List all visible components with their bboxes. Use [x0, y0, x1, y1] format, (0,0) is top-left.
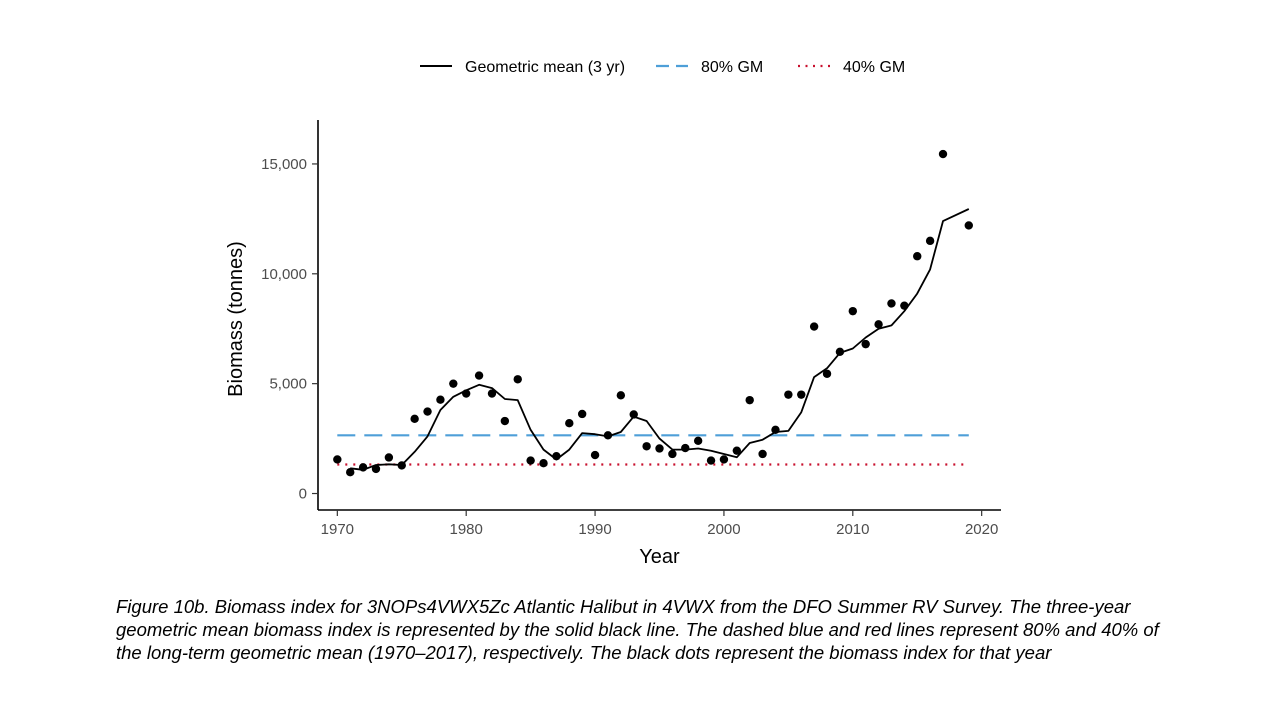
- biomass-point: [668, 449, 677, 459]
- biomass-chart: Geometric mean (3 yr) 80% GM 40% GM 1970 19…: [225, 59, 1001, 568]
- figure-caption: Figure 10b. Biomass index for 3NOPs4VWX5…: [116, 596, 1159, 663]
- y-tick-label: 15,000: [261, 156, 307, 173]
- x-tick-label: 1990: [578, 521, 611, 538]
- biomass-point: [874, 320, 883, 329]
- biomass-point: [732, 446, 742, 455]
- biomass-point: [397, 461, 406, 470]
- biomass-point: [629, 410, 638, 419]
- biomass-point: [474, 371, 484, 380]
- biomass-point: [333, 455, 342, 464]
- biomass-point: [693, 436, 703, 445]
- biomass-point: [487, 389, 497, 398]
- biomass-point: [681, 443, 690, 453]
- biomass-points: [333, 149, 973, 477]
- biomass-point: [577, 409, 587, 419]
- biomass-point: [526, 456, 535, 465]
- x-tick-label: 2010: [836, 521, 869, 538]
- biomass-point: [423, 407, 432, 416]
- x-tick-label: 2000: [707, 521, 740, 538]
- y-tick-label: 0: [299, 486, 307, 503]
- biomass-point: [719, 455, 729, 464]
- axes: 1970 1980 1990 2000 2010 2020 0 5,000 10,000 15,0…: [261, 120, 1001, 538]
- biomass-point: [784, 390, 793, 399]
- legend-label: Geometric mean (3 yr): [465, 59, 625, 76]
- biomass-point: [603, 431, 613, 440]
- biomass-point: [410, 414, 419, 424]
- geometric-mean-line-group: [350, 208, 970, 471]
- biomass-point: [436, 395, 445, 404]
- y-tick-label: 5,000: [269, 376, 307, 393]
- biomass-point: [745, 395, 754, 405]
- biomass-point: [384, 453, 394, 462]
- legend: Geometric mean (3 yr) 80% GM 40% GM: [420, 59, 905, 76]
- biomass-point: [616, 391, 626, 400]
- x-tick-label: 2020: [965, 521, 998, 538]
- x-tick-label: 1970: [321, 521, 354, 538]
- biomass-point: [655, 444, 664, 453]
- biomass-point: [925, 236, 935, 246]
- geometric-mean-line: [350, 208, 970, 471]
- biomass-point: [848, 306, 858, 316]
- x-tick-label: 1980: [450, 521, 483, 538]
- biomass-point: [565, 419, 574, 428]
- biomass-point: [900, 301, 909, 310]
- biomass-point: [938, 149, 948, 159]
- x-axis-title: Year: [639, 546, 680, 568]
- biomass-point: [513, 375, 522, 384]
- biomass-point: [449, 379, 458, 388]
- biomass-point: [642, 442, 651, 451]
- y-tick-label: 10,000: [261, 266, 307, 283]
- biomass-point: [771, 425, 780, 435]
- biomass-point: [552, 451, 561, 461]
- biomass-point: [358, 463, 368, 472]
- legend-label: 40% GM: [843, 59, 905, 76]
- biomass-point: [797, 390, 806, 399]
- biomass-point: [590, 450, 600, 460]
- y-axis-title: Biomass (tonnes): [225, 241, 247, 397]
- biomass-point: [500, 416, 510, 426]
- legend-label: 80% GM: [701, 59, 763, 76]
- biomass-point: [346, 468, 355, 477]
- biomass-point: [706, 456, 716, 465]
- biomass-point: [758, 449, 767, 459]
- biomass-point: [539, 459, 548, 468]
- biomass-point: [822, 369, 832, 378]
- biomass-point: [861, 339, 870, 349]
- reference-lines: [337, 434, 969, 466]
- biomass-point: [964, 221, 973, 230]
- biomass-point: [371, 464, 381, 474]
- biomass-point: [913, 252, 922, 261]
- biomass-point: [461, 389, 471, 398]
- biomass-point: [887, 299, 896, 308]
- biomass-point: [835, 347, 845, 357]
- biomass-point: [809, 322, 819, 331]
